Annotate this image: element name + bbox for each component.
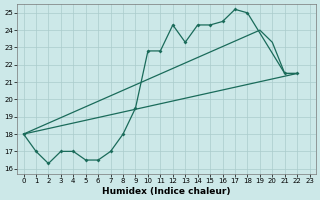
X-axis label: Humidex (Indice chaleur): Humidex (Indice chaleur) (102, 187, 231, 196)
